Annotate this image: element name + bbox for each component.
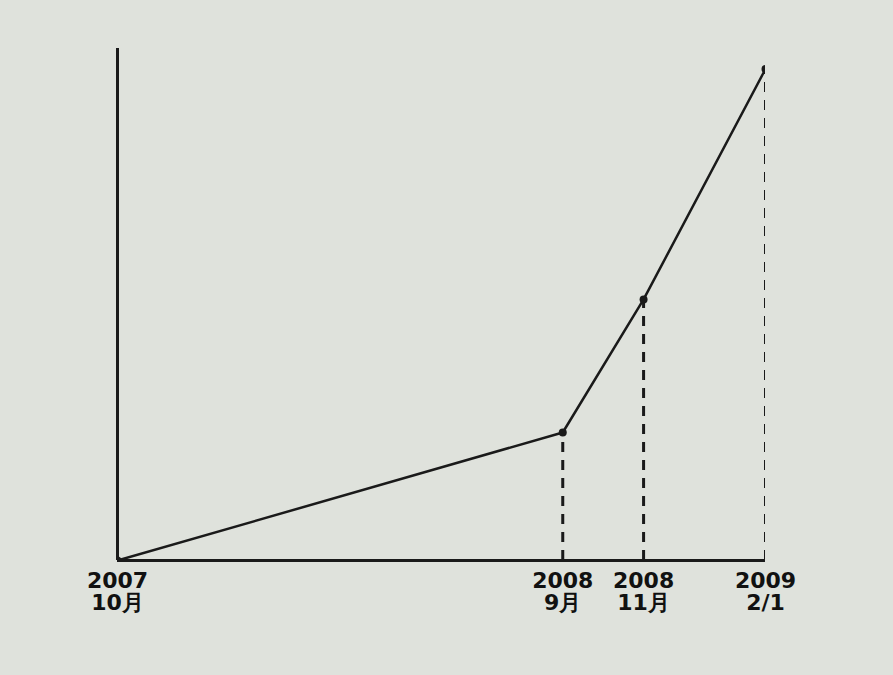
svg-text:20092/1: 20092/1 <box>735 568 796 615</box>
svg-text:200710月: 200710月 <box>87 568 148 615</box>
svg-text:200811月: 200811月 <box>613 568 674 615</box>
svg-text:20089月: 20089月 <box>532 568 593 615</box>
